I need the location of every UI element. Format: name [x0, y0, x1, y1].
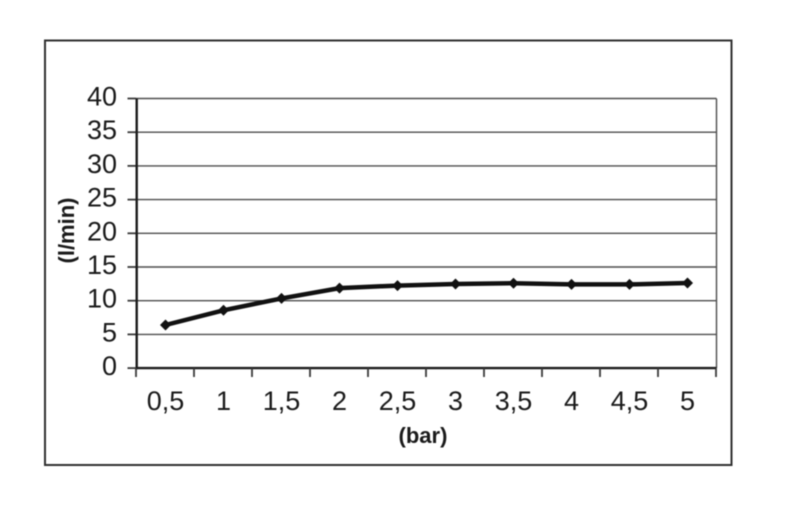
- svg-text:(l/min): (l/min): [54, 198, 79, 264]
- svg-text:25: 25: [87, 183, 117, 213]
- svg-text:15: 15: [87, 250, 117, 280]
- svg-text:3: 3: [448, 386, 463, 416]
- svg-text:10: 10: [87, 284, 117, 314]
- svg-text:0: 0: [102, 351, 117, 381]
- svg-text:2: 2: [332, 386, 347, 416]
- svg-text:4,5: 4,5: [611, 386, 649, 416]
- svg-text:20: 20: [87, 216, 117, 246]
- svg-text:3,5: 3,5: [495, 386, 533, 416]
- svg-text:35: 35: [87, 115, 117, 145]
- svg-text:5: 5: [102, 317, 117, 347]
- svg-text:4: 4: [564, 386, 579, 416]
- svg-text:1: 1: [216, 386, 231, 416]
- svg-text:(bar): (bar): [399, 423, 448, 448]
- svg-text:0,5: 0,5: [147, 386, 185, 416]
- svg-text:40: 40: [87, 82, 117, 112]
- svg-text:2,5: 2,5: [379, 386, 417, 416]
- svg-text:1,5: 1,5: [263, 386, 301, 416]
- svg-text:5: 5: [680, 386, 695, 416]
- svg-text:30: 30: [87, 149, 117, 179]
